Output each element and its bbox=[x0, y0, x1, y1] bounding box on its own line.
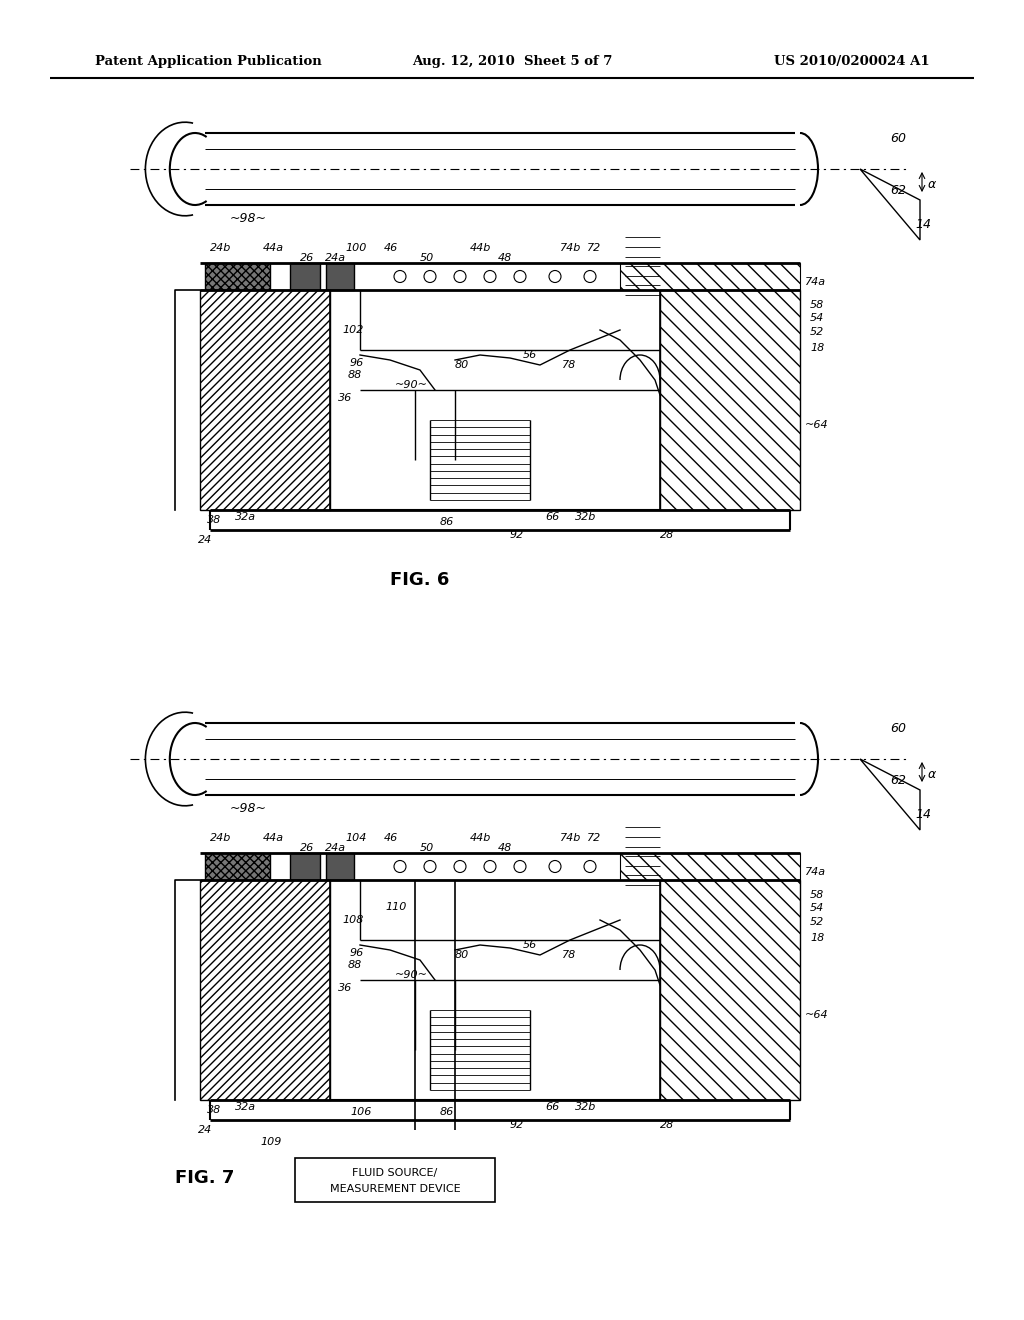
Text: 96: 96 bbox=[350, 358, 365, 368]
Text: 74a: 74a bbox=[805, 867, 826, 876]
Text: 46: 46 bbox=[384, 833, 398, 843]
Text: 52: 52 bbox=[810, 327, 824, 337]
Text: 80: 80 bbox=[455, 950, 469, 960]
Text: 66: 66 bbox=[545, 1102, 559, 1111]
Text: 44b: 44b bbox=[470, 243, 492, 253]
Text: 54: 54 bbox=[810, 313, 824, 323]
Text: US 2010/0200024 A1: US 2010/0200024 A1 bbox=[774, 55, 930, 69]
Text: 72: 72 bbox=[587, 833, 601, 843]
Text: 14: 14 bbox=[915, 808, 931, 821]
Bar bbox=[326, 263, 354, 290]
Text: Aug. 12, 2010  Sheet 5 of 7: Aug. 12, 2010 Sheet 5 of 7 bbox=[412, 55, 612, 69]
Bar bbox=[660, 290, 800, 510]
Text: 66: 66 bbox=[545, 512, 559, 521]
Text: 62: 62 bbox=[890, 775, 906, 788]
Text: 60: 60 bbox=[890, 722, 906, 735]
Bar bbox=[660, 880, 800, 1100]
Bar bbox=[205, 263, 270, 290]
Text: 78: 78 bbox=[562, 950, 577, 960]
Bar bbox=[200, 290, 330, 510]
Text: 56: 56 bbox=[523, 940, 538, 950]
Text: ~98~: ~98~ bbox=[230, 801, 267, 814]
Text: 74b: 74b bbox=[560, 833, 582, 843]
Text: 14: 14 bbox=[915, 219, 931, 231]
Text: 78: 78 bbox=[562, 360, 577, 370]
Text: 36: 36 bbox=[338, 393, 352, 403]
Text: Patent Application Publication: Patent Application Publication bbox=[95, 55, 322, 69]
Text: 80: 80 bbox=[455, 360, 469, 370]
Text: 38: 38 bbox=[207, 515, 221, 525]
Text: 62: 62 bbox=[890, 185, 906, 198]
Text: 26: 26 bbox=[300, 843, 314, 853]
Bar bbox=[205, 853, 270, 880]
Text: 44a: 44a bbox=[263, 833, 284, 843]
Text: 44a: 44a bbox=[263, 243, 284, 253]
Text: 38: 38 bbox=[207, 1105, 221, 1115]
Text: α: α bbox=[928, 178, 936, 191]
Text: 86: 86 bbox=[440, 517, 455, 527]
Text: 109: 109 bbox=[260, 1137, 282, 1147]
Text: 72: 72 bbox=[587, 243, 601, 253]
Text: 88: 88 bbox=[348, 370, 362, 380]
Text: 106: 106 bbox=[350, 1107, 372, 1117]
Text: ~98~: ~98~ bbox=[230, 211, 267, 224]
Bar bbox=[290, 263, 319, 290]
Bar bbox=[290, 853, 319, 880]
Text: 110: 110 bbox=[385, 902, 407, 912]
Text: 24a: 24a bbox=[325, 253, 346, 263]
Bar bbox=[620, 853, 800, 880]
Text: 74b: 74b bbox=[560, 243, 582, 253]
Text: 18: 18 bbox=[810, 933, 824, 942]
Text: 28: 28 bbox=[660, 531, 674, 540]
Text: FIG. 7: FIG. 7 bbox=[175, 1170, 234, 1187]
Bar bbox=[295, 1158, 495, 1203]
Bar bbox=[326, 853, 354, 880]
Text: ~90~: ~90~ bbox=[395, 380, 428, 389]
Text: 102: 102 bbox=[342, 325, 364, 335]
Text: 100: 100 bbox=[345, 243, 367, 253]
Text: 32a: 32a bbox=[234, 512, 256, 521]
Text: 108: 108 bbox=[342, 915, 364, 925]
Text: 24a: 24a bbox=[325, 843, 346, 853]
Text: 60: 60 bbox=[890, 132, 906, 145]
Text: ~90~: ~90~ bbox=[395, 970, 428, 979]
Text: 58: 58 bbox=[810, 300, 824, 310]
Bar bbox=[620, 263, 800, 290]
Text: 32b: 32b bbox=[575, 512, 596, 521]
Text: MEASUREMENT DEVICE: MEASUREMENT DEVICE bbox=[330, 1184, 461, 1193]
Text: 32a: 32a bbox=[234, 1102, 256, 1111]
Text: 52: 52 bbox=[810, 917, 824, 927]
Bar bbox=[200, 880, 330, 1100]
Text: FIG. 6: FIG. 6 bbox=[390, 572, 450, 589]
Text: 58: 58 bbox=[810, 890, 824, 900]
Text: FLUID SOURCE/: FLUID SOURCE/ bbox=[352, 1168, 437, 1179]
Text: 88: 88 bbox=[348, 960, 362, 970]
Text: 24b: 24b bbox=[210, 833, 231, 843]
Text: 50: 50 bbox=[420, 843, 434, 853]
Text: 104: 104 bbox=[345, 833, 367, 843]
Text: 18: 18 bbox=[810, 343, 824, 352]
Text: 92: 92 bbox=[510, 1119, 524, 1130]
Text: 24: 24 bbox=[198, 535, 212, 545]
Text: 48: 48 bbox=[498, 253, 512, 263]
Text: 56: 56 bbox=[523, 350, 538, 360]
Text: 86: 86 bbox=[440, 1107, 455, 1117]
Text: 48: 48 bbox=[498, 843, 512, 853]
Text: 54: 54 bbox=[810, 903, 824, 913]
Text: 36: 36 bbox=[338, 983, 352, 993]
Text: 96: 96 bbox=[350, 948, 365, 958]
Text: 24b: 24b bbox=[210, 243, 231, 253]
Text: α: α bbox=[928, 768, 936, 781]
Text: 46: 46 bbox=[384, 243, 398, 253]
Text: 28: 28 bbox=[660, 1119, 674, 1130]
Text: 50: 50 bbox=[420, 253, 434, 263]
Text: 24: 24 bbox=[198, 1125, 212, 1135]
Text: 92: 92 bbox=[510, 531, 524, 540]
Text: 26: 26 bbox=[300, 253, 314, 263]
Text: 32b: 32b bbox=[575, 1102, 596, 1111]
Text: 74a: 74a bbox=[805, 277, 826, 286]
Text: ~64: ~64 bbox=[805, 1010, 828, 1020]
Text: 44b: 44b bbox=[470, 833, 492, 843]
Text: ~64: ~64 bbox=[805, 420, 828, 430]
